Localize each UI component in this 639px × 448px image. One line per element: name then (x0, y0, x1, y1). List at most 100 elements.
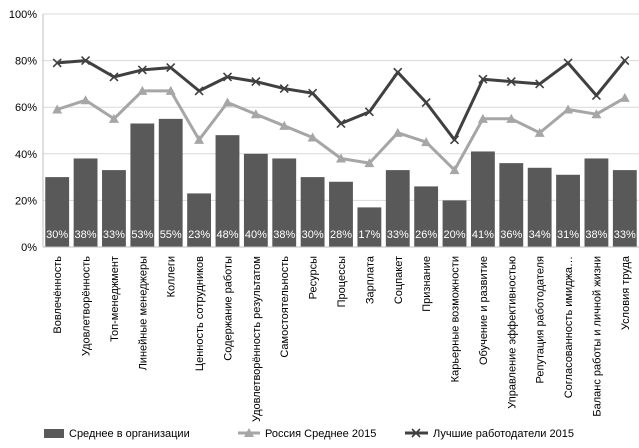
x-tick-label: Процессы (336, 256, 348, 307)
line-marker (279, 83, 289, 94)
y-tick-label: 0% (21, 242, 37, 254)
y-tick-label: 100% (9, 9, 37, 21)
bar (215, 135, 240, 247)
x-tick-label: Линейные менеджеры (137, 256, 149, 370)
bar (102, 170, 126, 247)
line-marker (421, 97, 431, 108)
line-marker (421, 137, 432, 147)
y-tick-label: 20% (15, 195, 37, 207)
bar (243, 153, 268, 247)
bar (329, 181, 353, 247)
line-marker (506, 77, 516, 87)
x-tick-label: Управление эффективностью (506, 256, 518, 409)
bar-data-label: 38% (273, 229, 295, 241)
line-marker (534, 127, 545, 137)
bar (45, 177, 70, 247)
legend-label: Лучшие работодатели 2015 (433, 428, 574, 440)
bar-data-label: 17% (358, 229, 380, 241)
bar (73, 158, 98, 247)
x-tick-label: Топ-менеджмент (109, 256, 121, 342)
bar-data-label: 38% (585, 229, 607, 241)
legend-label: Среднее в организации (69, 428, 190, 440)
y-tick-label: 40% (15, 149, 37, 161)
line-marker (506, 113, 517, 123)
bar (385, 170, 410, 247)
x-tick-label: Удовлетворённость результатом (251, 256, 263, 422)
x-tick-label: Репутация работодателя (535, 256, 547, 383)
bar (442, 200, 467, 247)
bar-data-label: 33% (614, 229, 636, 241)
line-marker (194, 134, 205, 144)
bar-data-label: 28% (330, 229, 352, 241)
bar-data-label: 38% (75, 229, 97, 241)
x-tick-label: Признание (421, 256, 433, 312)
line-marker (393, 67, 403, 77)
bar (357, 207, 382, 247)
line-marker (222, 72, 233, 82)
y-axis: 0% 20% 40% 60% 80% 100% (9, 9, 44, 254)
line-marker (364, 158, 375, 168)
bar-data-label: 26% (415, 229, 437, 241)
line-marker (250, 109, 261, 119)
bar (612, 170, 637, 247)
bar-data-label: 33% (387, 229, 409, 241)
line-marker (307, 132, 318, 142)
bar (414, 186, 439, 247)
line-marker (80, 95, 91, 105)
bar-series: 30% 38% 33% 53% 55% 23% 48% 40% 38% 30% 28% 17% 33% 2… (45, 118, 637, 247)
legend-swatch-bar (44, 429, 64, 438)
line-marker (109, 72, 119, 82)
bar (300, 177, 325, 247)
bar-data-label: 20% (444, 229, 466, 241)
x-tick-label: Ресурсы (308, 256, 320, 299)
bar (470, 151, 495, 247)
line-marker (251, 77, 261, 87)
line-marker (279, 120, 290, 130)
line-marker (52, 104, 63, 114)
bar (556, 174, 580, 247)
x-axis: Вовлечённость Удовлетворённость Топ-менедж… (43, 246, 639, 422)
x-tick-label: Согласованность имиджа… (563, 256, 575, 398)
bar (584, 158, 609, 247)
bar-data-label: 36% (500, 229, 522, 241)
line-marker (449, 135, 460, 145)
line-marker (392, 127, 403, 137)
line-marker (449, 165, 460, 175)
x-tick-label: Коллеги (166, 256, 178, 297)
x-tick-label: Обучение и развитие (478, 256, 490, 365)
bar-data-label: 30% (302, 229, 324, 241)
x-tick-label: Зарплата (364, 255, 376, 304)
bar-data-label: 33% (103, 229, 125, 241)
bar (187, 193, 212, 247)
bar (499, 163, 524, 247)
line-marker (591, 109, 602, 119)
line-marker (165, 85, 176, 95)
line-marker (364, 107, 374, 117)
bar (130, 123, 155, 247)
x-tick-label: Условия труда (620, 255, 632, 330)
legend: Среднее в организации Россия Среднее 2015… (44, 428, 574, 440)
line-marker (478, 74, 488, 84)
line-marker (308, 88, 318, 98)
line-marker (52, 58, 62, 68)
line-marker (563, 104, 574, 114)
line-marker (535, 79, 545, 89)
x-tick-label: Содержание работы (222, 256, 234, 361)
bar-data-label: 31% (557, 229, 579, 241)
bar (272, 158, 297, 247)
bar-data-label: 34% (529, 229, 551, 241)
legend-marker (411, 428, 421, 438)
bar-data-label: 41% (472, 229, 494, 241)
line-marker (591, 90, 601, 101)
bar (527, 167, 552, 247)
line-marker (222, 97, 233, 107)
bar-data-label: 30% (46, 229, 68, 241)
legend-label: Россия Среднее 2015 (265, 428, 376, 440)
line-marker (137, 65, 147, 75)
line-marker (137, 85, 148, 95)
line-marker (336, 118, 346, 129)
x-tick-label: Вовлечённость (52, 256, 64, 334)
line-marker (619, 92, 630, 102)
line-marker (620, 56, 630, 66)
line-marker (563, 58, 573, 68)
